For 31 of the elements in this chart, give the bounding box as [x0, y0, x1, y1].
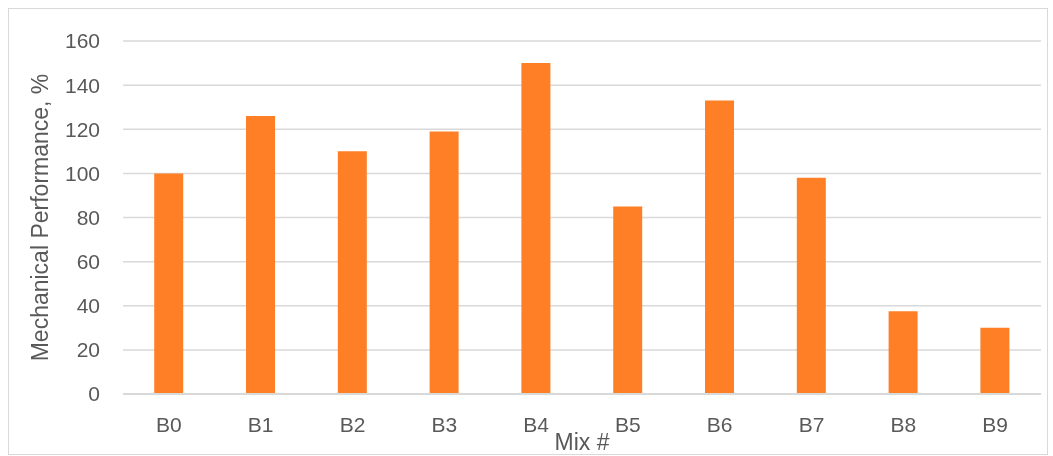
x-tick-label: B1	[247, 412, 274, 436]
bar	[154, 173, 184, 394]
y-tick-label: 40	[76, 294, 100, 318]
x-axis-title: Mix #	[554, 429, 610, 455]
y-tick-label: 0	[88, 382, 100, 406]
x-tick-label: B6	[706, 412, 733, 436]
x-tick-label: B2	[339, 412, 366, 436]
y-tick-label: 60	[76, 250, 100, 274]
y-tick-label: 100	[64, 161, 100, 185]
x-tick-label: B7	[798, 412, 825, 436]
bar	[796, 177, 826, 394]
x-tick-label: B4	[523, 412, 550, 436]
y-axis-title: Mechanical Performance, %	[27, 73, 53, 362]
bar	[521, 63, 551, 394]
y-tick-label: 20	[76, 338, 100, 362]
x-tick-label: B5	[615, 412, 641, 436]
y-tick-label: 140	[64, 73, 100, 97]
bar	[888, 311, 918, 394]
x-tick-label: B3	[431, 412, 458, 436]
x-tick-label: B9	[982, 412, 1008, 436]
bar	[980, 327, 1010, 394]
bar	[613, 206, 643, 394]
y-tick-label: 160	[64, 29, 100, 53]
bar	[429, 131, 459, 394]
x-tick-label: B8	[890, 412, 917, 436]
bar	[705, 100, 735, 394]
y-tick-label: 80	[76, 205, 100, 229]
x-tick-label: B0	[156, 412, 182, 436]
y-tick-label: 120	[64, 117, 100, 141]
bar	[246, 116, 276, 394]
bar	[337, 151, 367, 394]
